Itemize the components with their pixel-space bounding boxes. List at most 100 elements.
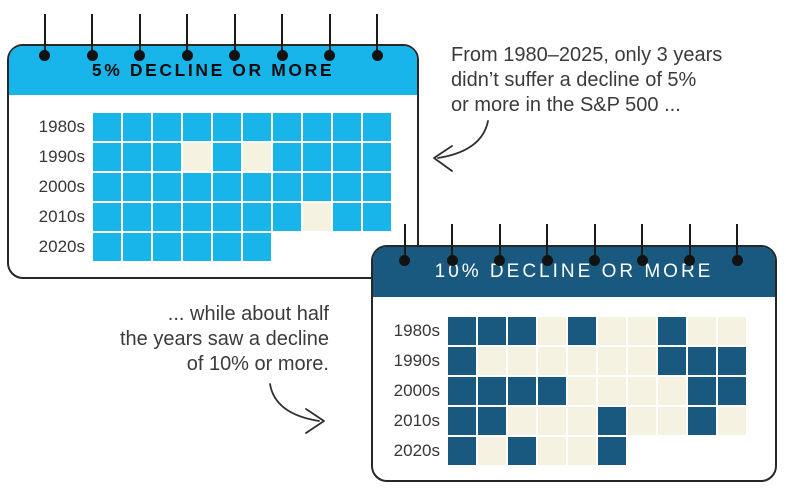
year-cell	[153, 113, 181, 141]
year-cell	[153, 173, 181, 201]
year-cell	[123, 143, 151, 171]
year-cell	[568, 377, 596, 405]
year-cell	[568, 437, 596, 465]
year-cell	[213, 173, 241, 201]
year-cell	[658, 317, 686, 345]
grid-row: 1990s	[386, 347, 775, 375]
row-label: 2000s	[38, 177, 85, 196]
year-cell	[538, 317, 566, 345]
grid-row: 1990s	[31, 143, 417, 171]
year-cell	[448, 347, 476, 375]
year-cell	[213, 143, 241, 171]
year-cell	[153, 143, 181, 171]
year-cell	[183, 173, 211, 201]
year-cell	[478, 377, 506, 405]
year-cell	[243, 113, 271, 141]
year-cell	[333, 143, 361, 171]
year-cell	[628, 377, 656, 405]
year-cell	[243, 233, 271, 261]
year-cell	[688, 347, 716, 375]
year-cell	[93, 173, 121, 201]
year-cell	[273, 203, 301, 231]
year-cell	[448, 437, 476, 465]
year-cell	[598, 377, 626, 405]
grid-row: 1980s	[31, 113, 417, 141]
decline-grid-5pct: 1980s 1990s 2000s 2010s 2020s	[31, 113, 417, 261]
year-cell	[688, 377, 716, 405]
year-cell	[598, 317, 626, 345]
year-cell	[628, 347, 656, 375]
note-5pct-line3: or more in the S&P 500 ...	[451, 94, 681, 116]
year-cell	[363, 203, 391, 231]
year-cell	[183, 203, 211, 231]
year-cell	[363, 173, 391, 201]
year-cell	[213, 113, 241, 141]
year-cell	[568, 407, 596, 435]
year-cell	[303, 113, 331, 141]
year-cell	[688, 407, 716, 435]
year-cell	[93, 203, 121, 231]
calendar-card-5pct: 5% DECLINE OR MORE 1980s 1990s 2000s 2010s 2…	[7, 14, 419, 279]
decline-grid-10pct: 1980s 1990s 2000s 2010s 2020s	[386, 317, 775, 465]
year-cell	[183, 113, 211, 141]
row-label: 2010s	[38, 207, 85, 226]
year-cell	[718, 317, 746, 345]
year-cell	[363, 143, 391, 171]
year-cell	[628, 317, 656, 345]
grid-row: 2010s	[386, 407, 775, 435]
note-5pct-line1: From 1980–2025, only 3 years	[451, 44, 723, 66]
year-cell	[333, 113, 361, 141]
row-label: 2020s	[393, 441, 440, 460]
grid-row: 2000s	[386, 377, 775, 405]
row-label: 1990s	[393, 351, 440, 370]
note-5pct: From 1980–2025, only 3 years didn’t suff…	[451, 43, 722, 118]
year-cell	[478, 317, 506, 345]
year-cell	[303, 173, 331, 201]
year-cell	[538, 347, 566, 375]
year-cell	[123, 233, 151, 261]
year-cell	[508, 407, 536, 435]
grid-row: 2020s	[386, 437, 775, 465]
grid-row: 2010s	[31, 203, 417, 231]
card-header-5pct: 5% DECLINE OR MORE	[9, 46, 417, 95]
year-cell	[183, 143, 211, 171]
year-cell	[568, 347, 596, 375]
year-cell	[568, 317, 596, 345]
year-cell	[478, 347, 506, 375]
year-cell	[538, 377, 566, 405]
year-cell	[478, 437, 506, 465]
year-cell	[183, 233, 211, 261]
card-header-10pct: 10% DECLINE OR MORE	[373, 247, 775, 297]
calendar-card-10pct: 10% DECLINE OR MORE 1980s 1990s 2000s 2010s…	[371, 224, 777, 482]
card-title-5pct: 5% DECLINE OR MORE	[91, 60, 335, 80]
year-cell	[243, 173, 271, 201]
year-cell	[628, 407, 656, 435]
year-cell	[658, 377, 686, 405]
year-cell	[123, 173, 151, 201]
year-cell	[273, 143, 301, 171]
year-cell	[243, 203, 271, 231]
year-cell	[333, 173, 361, 201]
year-cell	[718, 407, 746, 435]
note-10pct-line2: the years saw a decline	[119, 328, 329, 350]
note-5pct-line2: didn’t suffer a decline of 5%	[451, 69, 697, 91]
row-label: 1980s	[38, 117, 85, 136]
note-10pct-line1: ... while about half	[167, 303, 329, 325]
row-label: 2020s	[38, 237, 85, 256]
curved-arrow-left-icon	[433, 120, 489, 172]
year-cell	[478, 407, 506, 435]
year-cell	[243, 143, 271, 171]
year-cell	[123, 113, 151, 141]
year-cell	[658, 407, 686, 435]
year-cell	[598, 437, 626, 465]
year-cell	[213, 233, 241, 261]
year-cell	[93, 143, 121, 171]
grid-row: 2000s	[31, 173, 417, 201]
card-title-10pct: 10% DECLINE OR MORE	[434, 261, 714, 282]
grid-row: 2020s	[31, 233, 417, 261]
year-cell	[213, 203, 241, 231]
year-cell	[273, 113, 301, 141]
year-cell	[718, 347, 746, 375]
year-cell	[303, 143, 331, 171]
